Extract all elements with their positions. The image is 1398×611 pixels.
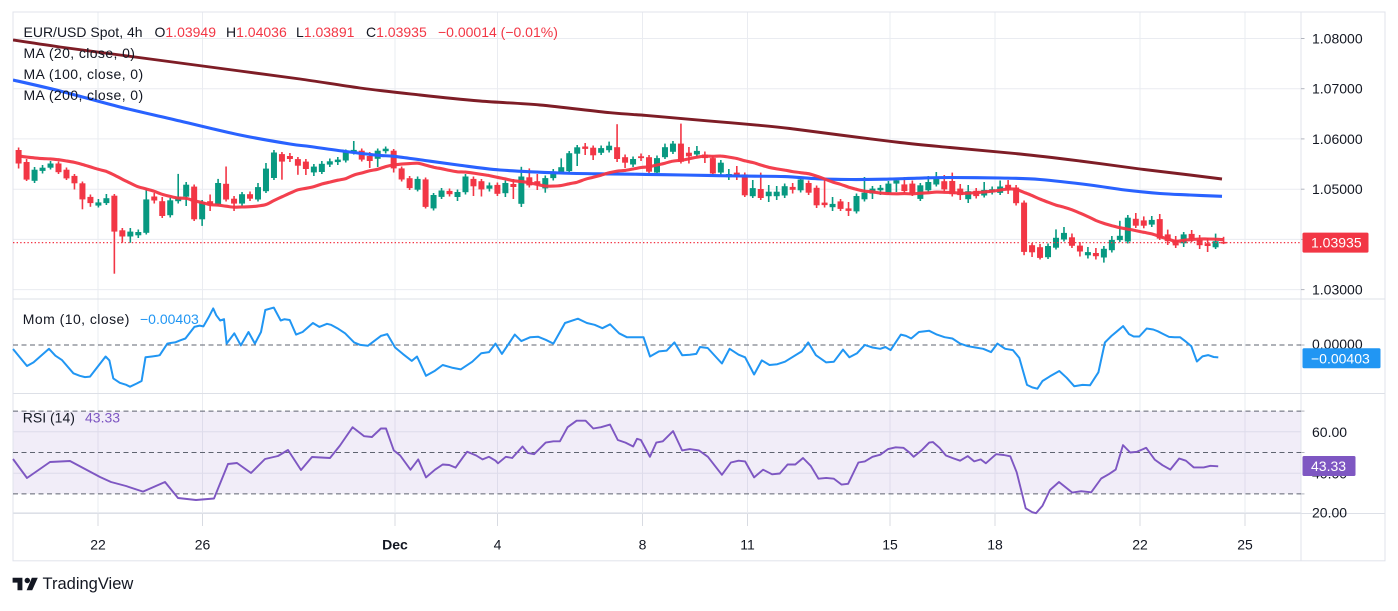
svg-text:11: 11 [740, 537, 755, 553]
svg-text:−0.00403: −0.00403 [1311, 350, 1370, 366]
svg-text:MA (20, close, 0): MA (20, close, 0) [24, 45, 136, 61]
svg-text:MA (100, close, 0): MA (100, close, 0) [24, 66, 144, 82]
svg-text:TradingView: TradingView [43, 575, 134, 593]
svg-text:1.05000: 1.05000 [1312, 181, 1363, 197]
svg-text:0.00000: 0.00000 [1312, 336, 1363, 352]
svg-text:1.03000: 1.03000 [1312, 282, 1363, 298]
svg-text:1.03935: 1.03935 [1311, 235, 1362, 251]
svg-text:18: 18 [987, 537, 1003, 553]
svg-text:22: 22 [1132, 537, 1148, 553]
svg-text:60.00: 60.00 [1312, 424, 1347, 440]
svg-text:RSI (14): RSI (14) [23, 410, 75, 426]
svg-text:O1.03949: O1.03949 [155, 24, 217, 40]
svg-text:MA (200, close, 0): MA (200, close, 0) [24, 87, 144, 103]
svg-text:43.33: 43.33 [1311, 458, 1346, 474]
svg-text:Mom (10, close): Mom (10, close) [23, 311, 130, 327]
svg-text:26: 26 [195, 537, 211, 553]
svg-text:C1.03935: C1.03935 [366, 24, 427, 40]
svg-text:EUR/USD Spot, 4h: EUR/USD Spot, 4h [24, 24, 143, 40]
svg-text:20.00: 20.00 [1312, 505, 1347, 521]
svg-text:22: 22 [90, 537, 106, 553]
svg-text:1.06000: 1.06000 [1312, 131, 1363, 147]
svg-text:−0.00403: −0.00403 [140, 311, 199, 327]
svg-text:Dec: Dec [382, 537, 408, 553]
svg-text:25: 25 [1237, 537, 1253, 553]
svg-text:15: 15 [882, 537, 898, 553]
svg-text:1.08000: 1.08000 [1312, 31, 1363, 47]
svg-text:H1.04036: H1.04036 [226, 24, 287, 40]
svg-text:L1.03891: L1.03891 [296, 24, 355, 40]
svg-text:−0.00014 (−0.01%): −0.00014 (−0.01%) [438, 24, 558, 40]
svg-text:1.07000: 1.07000 [1312, 81, 1363, 97]
svg-text:8: 8 [639, 537, 647, 553]
svg-text:43.33: 43.33 [85, 410, 120, 426]
svg-text:4: 4 [494, 537, 502, 553]
